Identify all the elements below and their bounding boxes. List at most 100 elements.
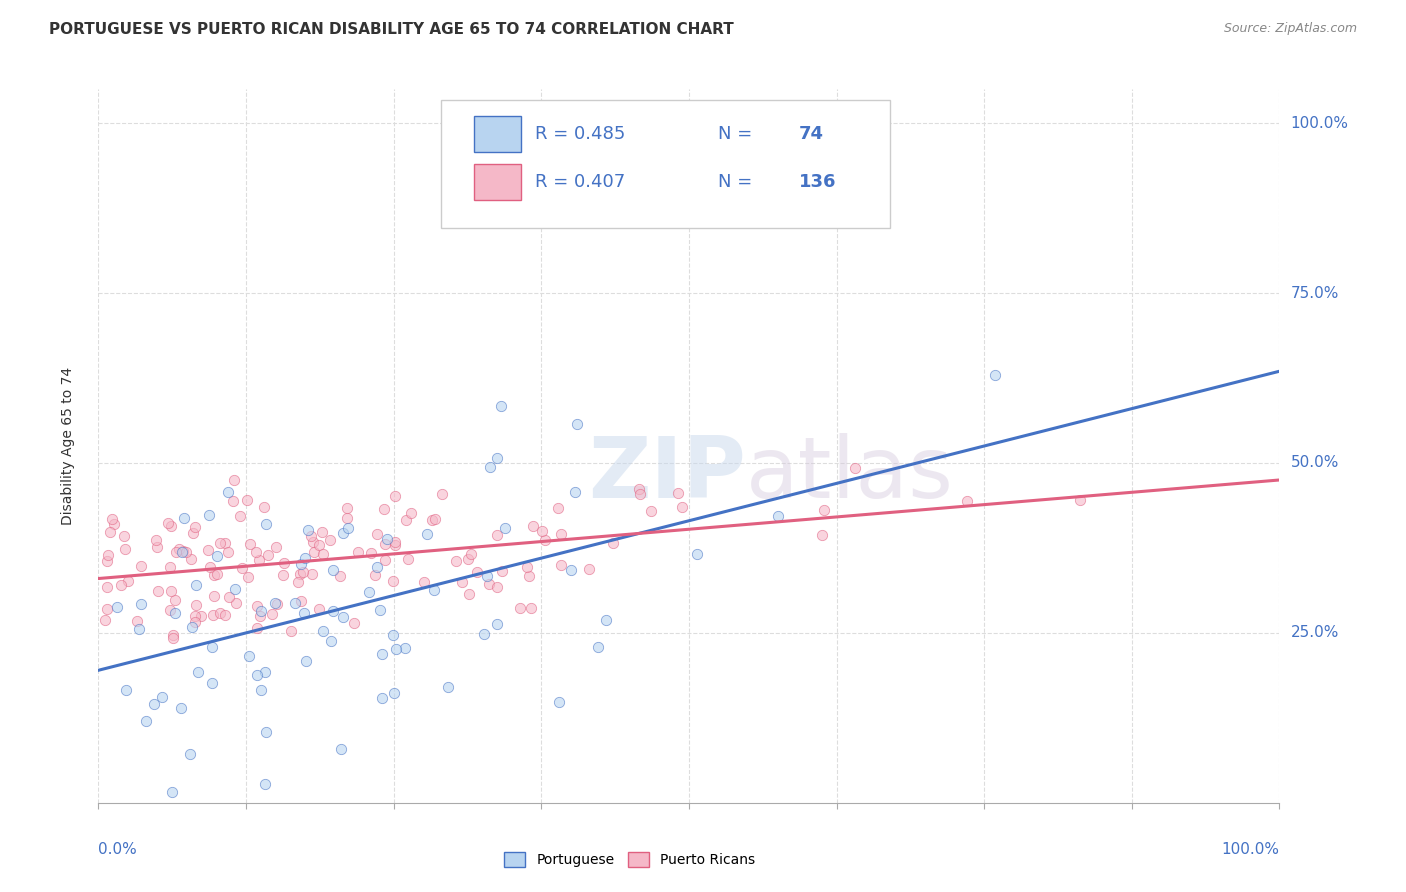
Point	[180, 552, 202, 566]
Point	[423, 583, 446, 598]
Point	[162, 628, 184, 642]
Point	[413, 574, 436, 589]
Point	[162, 785, 184, 799]
Point	[96, 554, 118, 568]
Point	[401, 507, 423, 521]
Point	[956, 493, 979, 508]
Point	[93, 613, 115, 627]
Point	[489, 399, 512, 413]
Point	[145, 533, 167, 548]
Point	[666, 485, 689, 500]
Point	[190, 609, 212, 624]
Point	[297, 523, 319, 537]
Point	[288, 566, 311, 581]
Point	[163, 593, 186, 607]
Point	[844, 461, 866, 475]
Text: PORTUGUESE VS PUERTO RICAN DISABILITY AGE 65 TO 74 CORRELATION CHART: PORTUGUESE VS PUERTO RICAN DISABILITY AG…	[49, 22, 734, 37]
Text: R = 0.485: R = 0.485	[536, 125, 626, 143]
Point	[364, 567, 387, 582]
Point	[766, 508, 789, 523]
Point	[472, 627, 495, 641]
Point	[301, 567, 323, 582]
Point	[494, 521, 516, 535]
Point	[382, 574, 405, 588]
Point	[167, 542, 190, 557]
Point	[135, 714, 157, 729]
Point	[343, 616, 366, 631]
FancyBboxPatch shape	[441, 100, 890, 228]
Point	[247, 553, 270, 567]
Point	[374, 552, 396, 566]
Point	[96, 602, 118, 616]
Point	[384, 535, 406, 549]
Point	[368, 603, 391, 617]
Point	[530, 524, 553, 539]
Point	[218, 591, 240, 605]
Point	[319, 633, 342, 648]
Point	[221, 494, 243, 508]
Point	[146, 541, 169, 555]
Point	[163, 606, 186, 620]
Point	[101, 512, 124, 526]
Point	[127, 614, 149, 628]
FancyBboxPatch shape	[474, 116, 522, 152]
Point	[395, 513, 418, 527]
Point	[984, 368, 1007, 382]
Point	[228, 509, 250, 524]
Point	[98, 525, 121, 540]
Point	[146, 584, 169, 599]
Point	[225, 597, 247, 611]
Point	[382, 628, 405, 642]
Point	[1069, 492, 1091, 507]
Point	[186, 598, 208, 612]
Point	[200, 560, 222, 574]
Point	[172, 543, 194, 558]
Legend: Portuguese, Puerto Ricans: Portuguese, Puerto Ricans	[505, 853, 755, 867]
Point	[312, 547, 335, 561]
Point	[420, 513, 443, 527]
Point	[246, 668, 269, 682]
Point	[105, 599, 128, 614]
Point	[360, 546, 382, 560]
Point	[174, 545, 197, 559]
Point	[201, 607, 224, 622]
Point	[202, 589, 225, 603]
Point	[266, 597, 288, 611]
Point	[115, 683, 138, 698]
Point	[254, 725, 277, 739]
Point	[335, 511, 357, 525]
Point	[173, 511, 195, 525]
Text: 100.0%: 100.0%	[1222, 842, 1279, 856]
Point	[396, 552, 419, 566]
Point	[627, 482, 650, 496]
Point	[477, 569, 499, 583]
Point	[394, 641, 416, 656]
Point	[565, 417, 588, 431]
Text: 50.0%: 50.0%	[1291, 456, 1339, 470]
Point	[347, 545, 370, 559]
Point	[254, 517, 277, 532]
Point	[260, 607, 283, 621]
Point	[280, 624, 302, 638]
Point	[547, 500, 569, 515]
Point	[311, 624, 333, 638]
Point	[205, 549, 228, 563]
Point	[460, 547, 482, 561]
Point	[128, 622, 150, 636]
Point	[311, 525, 333, 540]
Point	[686, 547, 709, 561]
Point	[198, 508, 221, 522]
Text: 136: 136	[799, 173, 837, 191]
Point	[184, 519, 207, 533]
Point	[205, 566, 228, 581]
Point	[150, 690, 173, 704]
Point	[184, 608, 207, 623]
Point	[366, 559, 388, 574]
Point	[142, 697, 165, 711]
Point	[264, 541, 287, 555]
Point	[485, 617, 508, 632]
Text: 25.0%: 25.0%	[1291, 625, 1339, 640]
Point	[214, 607, 236, 622]
Point	[485, 450, 508, 465]
Point	[384, 642, 406, 657]
